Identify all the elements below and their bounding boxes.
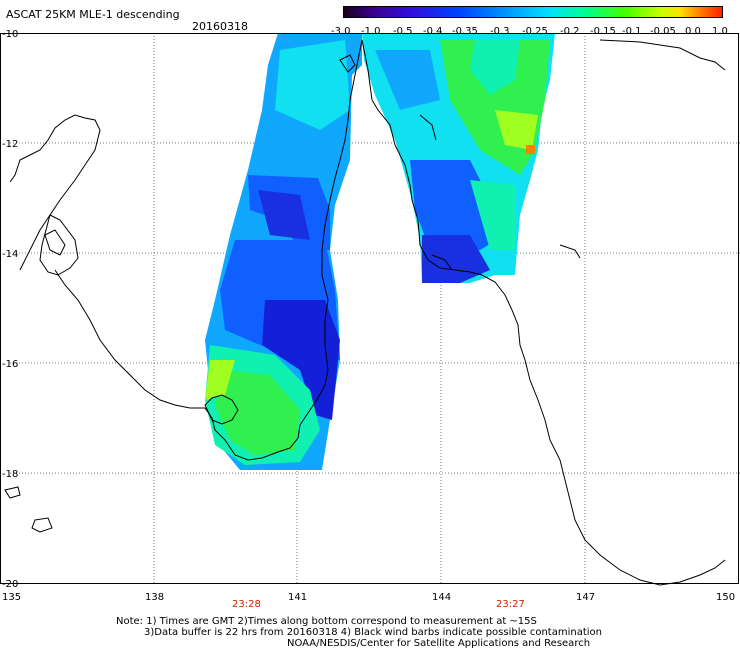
colorbar-label: -0.4 [423,26,443,37]
longitude-labels: 135 138 141 144 147 150 [2,592,735,603]
colorbar-label: 0.0 [685,26,701,37]
lat-label: -12 [2,139,18,150]
map-frame [0,33,739,584]
colorbar-label: -0.15 [590,26,616,37]
lon-label: 138 [145,592,164,603]
colorbar-label: -0.3 [490,26,510,37]
lat-label: -16 [2,359,18,370]
note-line-3: NOAA/NESDIS/Center for Satellite Applica… [287,638,591,649]
map-date: 20160318 [192,20,248,33]
latitude-labels: -10 -12 -14 -16 -18 -20 [2,29,18,590]
colorbar-label: -0.5 [393,26,413,37]
map-title: ASCAT 25KM MLE-1 descending [6,8,180,21]
colorbar-label: -1.0 [361,26,381,37]
lat-label: -14 [2,249,18,260]
coastline [4,39,726,586]
colorbar-label: -0.2 [560,26,580,37]
colorbar-label: -0.1 [622,26,642,37]
note-line-1: Note: 1) Times are GMT 2)Times along bot… [116,616,537,627]
lon-label: 150 [716,592,735,603]
note-line-2: 3)Data buffer is 22 hrs from 20160318 4)… [144,627,602,638]
lat-label: -20 [2,579,18,590]
colorbar-label: -0.35 [452,26,478,37]
colorbar-label: -0.25 [522,26,548,37]
scatterometer-swath-west [205,33,362,470]
color-scale-bar [343,6,723,18]
lon-label: 147 [576,592,595,603]
lat-label: -10 [2,29,18,40]
pass-time-east: 23:27 [496,599,525,610]
lon-label: 141 [288,592,307,603]
lon-label: 135 [2,592,21,603]
scatterometer-swath-east [362,33,555,283]
colorbar-label: 1.0 [712,26,728,37]
colorbar-label: -0.05 [650,26,676,37]
lon-label: 144 [432,592,451,603]
grid-lines [10,33,740,583]
colorbar-label: -3.0 [331,26,351,37]
lat-label: -18 [2,469,18,480]
pass-time-west: 23:28 [232,599,261,610]
